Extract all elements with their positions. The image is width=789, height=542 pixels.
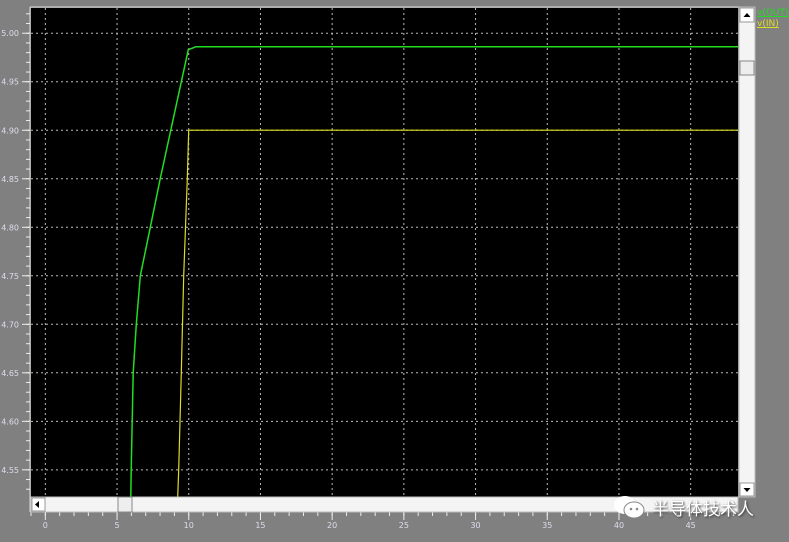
arrow-down-icon <box>743 488 751 492</box>
watermark-text: 半导体技术人 <box>652 499 754 520</box>
y-tick-label: 4.55 <box>1 466 19 475</box>
arrow-up-icon <box>743 13 751 17</box>
y-tick-label: 4.75 <box>1 272 19 281</box>
y-tick-label: 4.80 <box>1 223 19 232</box>
y-tick-label: 4.70 <box>1 320 19 329</box>
x-tick-label: 35 <box>542 521 552 530</box>
x-tick-label: 10 <box>184 521 194 530</box>
x-tick-label: 0 <box>43 521 48 530</box>
plot-area <box>31 8 738 497</box>
y-tick-label: 4.85 <box>1 175 19 184</box>
y-tick-label: 4.60 <box>1 417 19 426</box>
legend-v-in[interactable]: v(IN) <box>757 19 779 29</box>
x-tick-label: 40 <box>614 521 624 530</box>
y-tick-label: 5.00 <box>1 29 19 38</box>
watermark: 半导体技术人 <box>612 494 754 520</box>
x-tick-label: 45 <box>686 521 696 530</box>
x-tick-label: 30 <box>470 521 480 530</box>
vertical-scroll-thumb[interactable] <box>739 60 755 76</box>
horizontal-scroll-thumb[interactable] <box>117 496 133 513</box>
y-tick-label: 4.90 <box>1 126 19 135</box>
vertical-scrollbar[interactable] <box>738 6 756 498</box>
series-line-v-in <box>177 129 738 498</box>
y-tick-label: 4.95 <box>1 78 19 87</box>
y-tick-label: 4.65 <box>1 369 19 378</box>
horizontal-scrollbar[interactable] <box>30 496 739 513</box>
x-tick-label: 5 <box>114 521 119 530</box>
x-tick-label: 20 <box>327 521 337 530</box>
wechat-icon <box>614 496 645 519</box>
arrow-left-icon <box>35 501 39 508</box>
legend-v-out[interactable]: v(OUT) <box>757 8 789 18</box>
series-line-v-out <box>130 46 738 498</box>
x-tick-label: 25 <box>399 521 409 530</box>
x-tick-label: 15 <box>255 521 265 530</box>
